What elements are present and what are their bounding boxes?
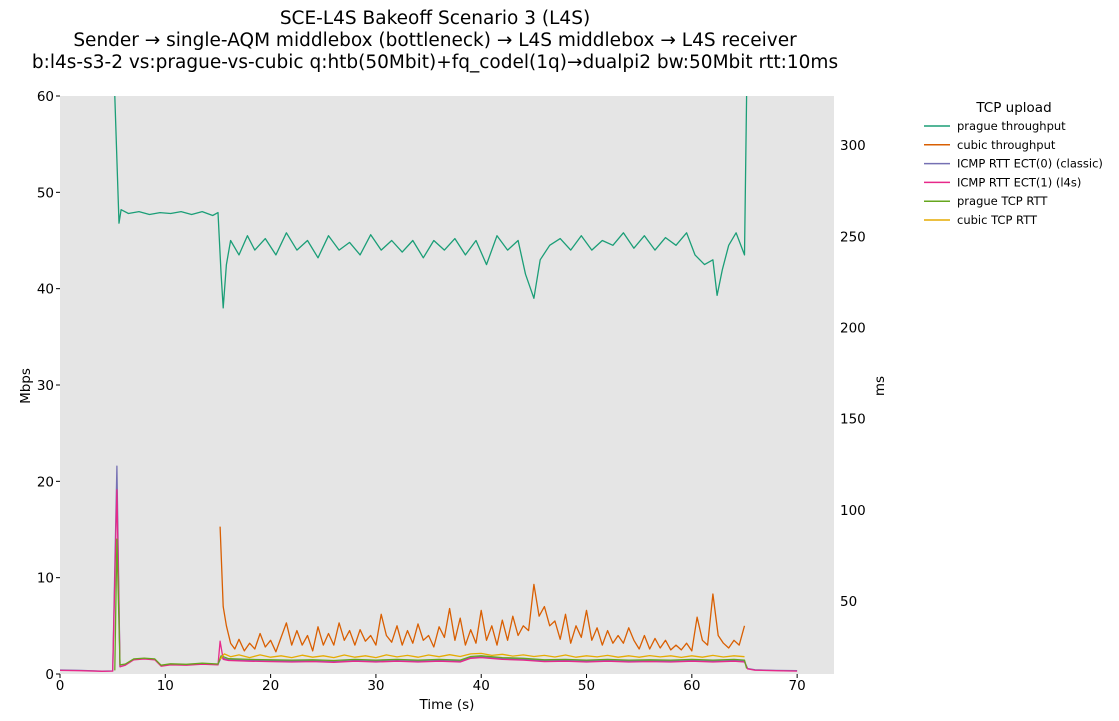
y-right-tick-label: 250 bbox=[840, 229, 866, 245]
x-axis-ticks: 0 10 20 30 40 50 60 70 bbox=[56, 674, 806, 694]
x-tick-label: 50 bbox=[578, 678, 595, 694]
chart-title-line-3: b:l4s-s3-2 vs:prague-vs-cubic q:htb(50Mb… bbox=[32, 52, 838, 73]
legend-title: TCP upload bbox=[975, 100, 1051, 116]
y-right-tick-label: 200 bbox=[840, 321, 866, 337]
plot-area bbox=[60, 96, 834, 674]
series-line-cubic-tcp-rtt bbox=[219, 652, 745, 660]
legend: TCP upload prague throughput cubic throug… bbox=[924, 100, 1103, 227]
x-tick-label: 40 bbox=[473, 678, 490, 694]
legend-label-icmp-rtt-ect-0-classic: ICMP RTT ECT(0) (classic) bbox=[957, 157, 1103, 171]
y-right-tick-label: 50 bbox=[840, 594, 857, 610]
y-left-tick-label: 0 bbox=[45, 667, 54, 683]
y-axis-right-label: ms bbox=[872, 376, 888, 396]
series-layer bbox=[59, 95, 798, 672]
y-axis-left-ticks: 0 10 20 30 40 50 60 bbox=[37, 89, 60, 683]
x-axis-label: Time (s) bbox=[419, 697, 475, 713]
chart-title-line-2: Sender → single-AQM middlebox (bottlenec… bbox=[73, 30, 797, 51]
x-tick-label: 70 bbox=[789, 678, 806, 694]
legend-label-cubic-throughput: cubic throughput bbox=[957, 138, 1056, 152]
x-tick-label: 20 bbox=[262, 678, 279, 694]
y-axis-right-ticks: 50 100 150 200 250 300 bbox=[840, 138, 866, 610]
x-tick-label: 60 bbox=[683, 678, 700, 694]
x-tick-label: 10 bbox=[157, 678, 174, 694]
series-line-prague-tcp-rtt bbox=[114, 538, 748, 671]
y-left-tick-label: 30 bbox=[37, 378, 54, 394]
x-tick-label: 0 bbox=[56, 678, 65, 694]
series-line-cubic-throughput bbox=[219, 526, 746, 653]
legend-label-icmp-rtt-ect-1-l4s: ICMP RTT ECT(1) (l4s) bbox=[957, 175, 1081, 189]
legend-label-cubic-tcp-rtt: cubic TCP RTT bbox=[957, 213, 1038, 227]
y-right-tick-label: 300 bbox=[840, 138, 866, 154]
series-line-icmp-rtt-ect-1-l4s bbox=[59, 489, 798, 672]
y-left-tick-label: 50 bbox=[37, 185, 54, 201]
y-left-tick-label: 40 bbox=[37, 282, 54, 298]
legend-label-prague-throughput: prague throughput bbox=[957, 119, 1066, 133]
chart-title-line-1: SCE-L4S Bakeoff Scenario 3 (L4S) bbox=[280, 8, 590, 29]
chart-title: SCE-L4S Bakeoff Scenario 3 (L4S) Sender … bbox=[32, 8, 838, 73]
legend-label-prague-tcp-rtt: prague TCP RTT bbox=[957, 194, 1048, 208]
y-left-tick-label: 10 bbox=[37, 571, 54, 587]
y-axis-left-label: Mbps bbox=[18, 368, 34, 404]
y-left-tick-label: 60 bbox=[37, 89, 54, 105]
y-right-tick-label: 100 bbox=[840, 503, 866, 519]
y-left-tick-label: 20 bbox=[37, 474, 54, 490]
legend-entries: prague throughput cubic throughput ICMP RT… bbox=[924, 119, 1103, 227]
series-line-prague-throughput bbox=[114, 95, 748, 309]
x-tick-label: 30 bbox=[367, 678, 384, 694]
y-right-tick-label: 150 bbox=[840, 412, 866, 428]
